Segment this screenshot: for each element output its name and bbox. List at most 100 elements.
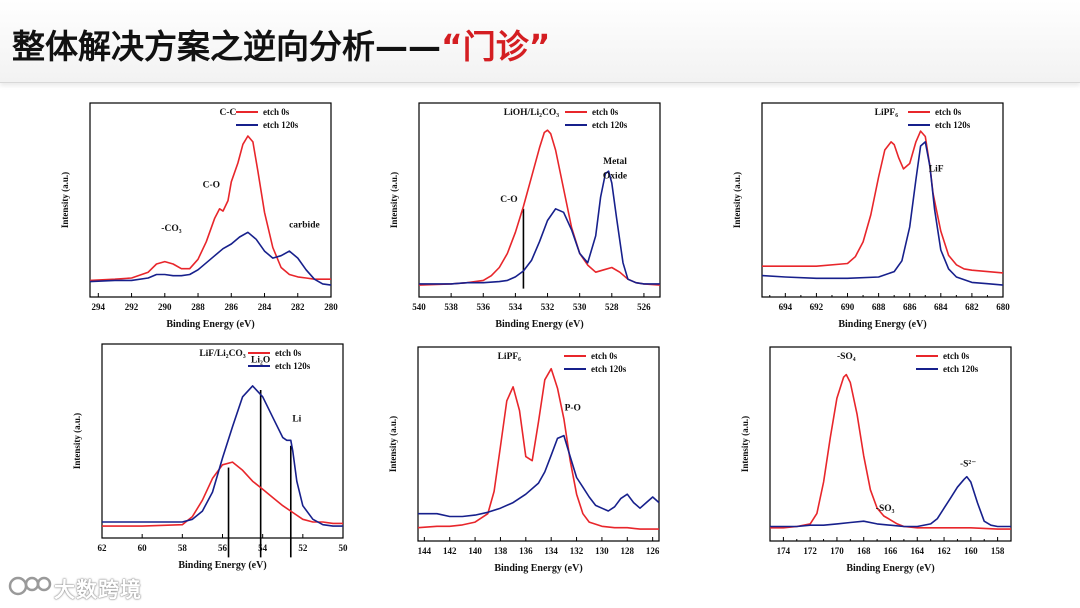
series-line-etch-120s [418, 434, 660, 518]
plot-frame [418, 102, 661, 298]
x-tick-label: 692 [810, 302, 824, 312]
legend-label: etch 120s [935, 120, 971, 130]
x-tick-label: 688 [872, 302, 886, 312]
series-line-etch-120s [89, 231, 332, 286]
x-axis-label: Binding Energy (eV) [846, 563, 934, 574]
x-axis-label: Binding Energy (eV) [494, 563, 582, 574]
series-line-etch-120s [761, 141, 1004, 286]
series-line-etch-0s [102, 461, 343, 527]
x-tick-label: 166 [884, 546, 898, 556]
x-tick-label: 292 [125, 302, 139, 312]
x-tick-label: 684 [934, 302, 948, 312]
series-line-etch-120s [419, 170, 660, 285]
legend-label: etch 120s [591, 364, 627, 374]
plot-frame [761, 102, 1004, 298]
chart-svg: 694 692 690 688 686 684 682 680 Binding Energy (… [732, 102, 1010, 330]
peak-label: Li₂O [251, 356, 270, 366]
x-tick-label: 134 [544, 546, 558, 556]
legend-label: etch 120s [943, 364, 979, 374]
x-tick-label: 538 [444, 302, 458, 312]
x-tick-label: 690 [841, 302, 855, 312]
x-tick-label: 294 [92, 302, 106, 312]
peak-label: LiPF₆ [875, 108, 899, 118]
series-line-etch-0s [770, 373, 1011, 530]
x-axis-label: Binding Energy (eV) [166, 319, 254, 330]
x-tick-label: 140 [468, 546, 482, 556]
peak-label: LiF/Li₂CO₃ [199, 349, 245, 359]
brand-logo-icon [8, 576, 52, 596]
peak-label: Li [292, 414, 301, 424]
legend-label: etch 0s [592, 107, 619, 117]
peak-label: P-O [565, 404, 581, 414]
chart-panel-s2p: 174 172 170 168 166 164 162 160 158 Binding Energ… [730, 341, 1020, 586]
peak-label: -SO₃ [876, 504, 895, 514]
x-tick-label: 682 [965, 302, 979, 312]
x-tick-label: 58 [178, 543, 188, 553]
chart-svg: 144 142 140 138 136 134 132 130 128 126 Binding En… [388, 346, 660, 574]
series-line-etch-120s [102, 385, 343, 527]
x-tick-label: 52 [298, 543, 308, 553]
x-tick-label: 540 [412, 302, 426, 312]
x-tick-label: 130 [595, 546, 609, 556]
legend-label: etch 120s [275, 361, 311, 371]
x-tick-label: 168 [857, 546, 871, 556]
plot-frame [101, 343, 344, 539]
x-tick-label: 62 [98, 543, 108, 553]
y-axis-label: Intensity (a.u.) [388, 416, 398, 472]
peak-label: LiOH/Li₂CO₃ [504, 108, 559, 118]
peak-label: Oxide [603, 171, 627, 181]
x-tick-label: 162 [937, 546, 951, 556]
x-tick-label: 144 [418, 546, 432, 556]
legend-label: etch 0s [275, 348, 302, 358]
chart-panel-o1s: 540 538 536 534 532 530 528 526 Binding Energy (… [379, 97, 669, 342]
y-axis-label: Intensity (a.u.) [740, 416, 750, 472]
plot-frame [89, 102, 332, 298]
chart-svg: 294 292 290 288 286 284 282 280 Binding Energy (… [60, 102, 338, 330]
title-bar: 整体解决方案之逆向分析——“门诊” [0, 0, 1080, 83]
x-tick-label: 60 [138, 543, 148, 553]
x-tick-label: 534 [509, 302, 523, 312]
series-line-etch-0s [417, 367, 659, 530]
peak-label: C-C [220, 108, 237, 118]
y-axis-label: Intensity (a.u.) [72, 413, 82, 469]
x-tick-label: 138 [494, 546, 508, 556]
chart-svg: 540 538 536 534 532 530 528 526 Binding Energy (… [389, 102, 661, 330]
chart-panel-p2p: 144 142 140 138 136 134 132 130 128 126 Binding En… [378, 341, 668, 586]
legend-label: etch 120s [592, 120, 628, 130]
x-tick-label: 172 [803, 546, 817, 556]
page-title-text: 整体解决方案之逆向分析—— [12, 27, 441, 66]
plot-frame [417, 346, 660, 542]
page-title: 整体解决方案之逆向分析——“门诊” [12, 20, 550, 68]
y-axis-label: Intensity (a.u.) [60, 172, 70, 228]
chart-svg: 62 60 58 56 54 52 50 Binding Energy (eV) Intensi… [72, 343, 349, 571]
x-tick-label: 284 [258, 302, 272, 312]
x-tick-label: 54 [258, 543, 268, 553]
x-tick-label: 142 [443, 546, 457, 556]
chart-panel-li1s: 62 60 58 56 54 52 50 Binding Energy (eV) Intensi… [62, 338, 352, 583]
x-tick-label: 530 [573, 302, 587, 312]
x-tick-label: 160 [964, 546, 978, 556]
peak-label: Metal [603, 157, 627, 167]
x-tick-label: 128 [621, 546, 635, 556]
x-tick-label: 164 [911, 546, 925, 556]
x-tick-label: 158 [991, 546, 1005, 556]
y-axis-label: Intensity (a.u.) [389, 172, 399, 228]
chart-svg: 174 172 170 168 166 164 162 160 158 Binding Energ… [740, 346, 1012, 574]
x-tick-label: 132 [570, 546, 584, 556]
x-tick-label: 282 [291, 302, 305, 312]
x-tick-label: 56 [218, 543, 228, 553]
x-tick-label: 136 [519, 546, 533, 556]
series-line-etch-0s [762, 130, 1004, 274]
x-tick-label: 680 [996, 302, 1010, 312]
legend-label: etch 0s [943, 351, 970, 361]
y-axis-label: Intensity (a.u.) [732, 172, 742, 228]
x-axis-label: Binding Energy (eV) [838, 319, 926, 330]
x-tick-label: 170 [830, 546, 844, 556]
x-tick-label: 286 [225, 302, 239, 312]
series-line-etch-0s [418, 129, 661, 286]
legend-label: etch 0s [263, 107, 290, 117]
peak-label: LiPF₆ [498, 352, 522, 362]
x-tick-label: 50 [339, 543, 349, 553]
chart-panel-f1s: 694 692 690 688 686 684 682 680 Binding Energy (… [722, 97, 1012, 342]
peak-label: -SO₄ [837, 352, 856, 362]
